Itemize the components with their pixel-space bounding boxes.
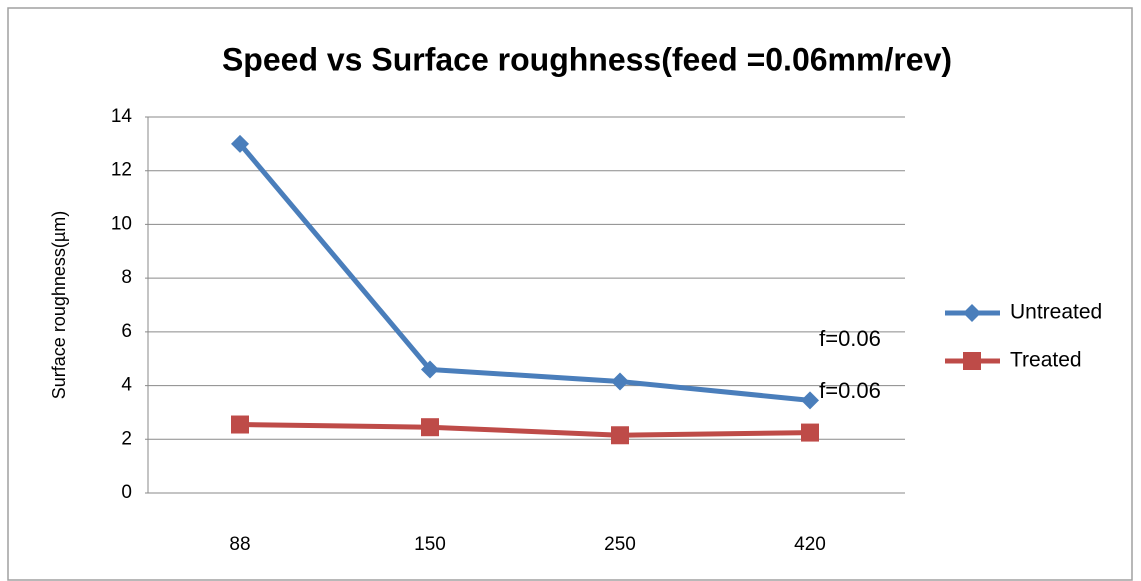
y-axis-label: Surface roughness(µm) [49,211,69,399]
data-point [231,134,249,153]
data-point [231,415,249,434]
y-tick-label: 4 [121,375,132,396]
legend-label: Treated [1010,349,1082,372]
data-point [611,426,629,445]
chart-border [7,7,1133,581]
x-tick-label: 420 [794,534,826,555]
x-tick-label: 250 [604,534,636,555]
y-tick-label: 10 [111,213,132,234]
annotation: f=0.06 [819,326,881,351]
data-point [421,360,439,379]
y-tick-label: 2 [121,428,132,449]
data-point [421,418,439,437]
y-tick-label: 14 [111,106,133,127]
y-tick-label: 0 [121,482,132,503]
legend-swatch-marker [963,304,981,322]
y-tick-label: 6 [121,321,132,342]
chart-title: Speed vs Surface roughness(feed =0.06mm/… [222,41,952,77]
x-tick-label: 88 [229,534,250,555]
legend-label: Untreated [1010,301,1102,324]
x-tick-label: 150 [414,534,446,555]
data-point [611,372,629,391]
data-point [801,391,819,410]
series-line [238,142,811,403]
series-line [239,422,811,438]
annotation: f=0.06 [819,378,881,403]
y-tick-label: 8 [121,267,132,288]
y-tick-label: 12 [111,160,132,181]
data-point [801,423,819,442]
legend-swatch-marker [963,352,981,370]
